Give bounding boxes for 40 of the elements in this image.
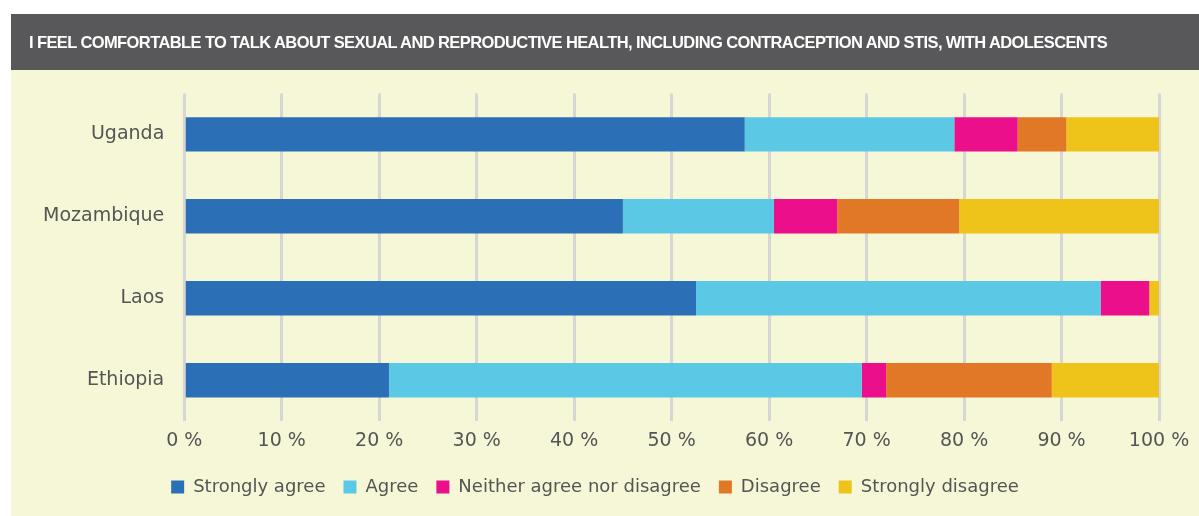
- bar: [959, 199, 1159, 234]
- bar: [1066, 117, 1159, 152]
- bar: [861, 363, 887, 398]
- bar: [1149, 281, 1159, 316]
- bar: [185, 281, 697, 316]
- x-tick-label: 100 %: [1128, 427, 1190, 450]
- y-tick-label: Uganda: [90, 121, 165, 144]
- chart-title: I FEEL COMFORTABLE TO TALK ABOUT SEXUAL AND REPRODUCTIVE HEALTH, INCLUDING CONTRACEPTION AND STIS, WITH ADOLESCENTS: [11, 14, 1199, 70]
- bar: [185, 363, 389, 398]
- bar: [837, 199, 960, 234]
- bar: [1051, 363, 1159, 398]
- x-tick-label: 0 %: [166, 427, 203, 450]
- x-tick-label: 60 %: [744, 427, 794, 450]
- bar: [622, 199, 774, 234]
- legend-label: Disagree: [740, 474, 821, 496]
- bar: [744, 117, 955, 152]
- bar: [773, 199, 838, 234]
- bar: [185, 117, 745, 152]
- x-tick-label: 70 %: [842, 427, 891, 450]
- y-tick-label: Mozambique: [42, 203, 165, 226]
- x-tick-label: 30 %: [452, 427, 501, 450]
- x-tick-label: 90 %: [1037, 427, 1086, 450]
- x-tick-label: 10 %: [257, 427, 306, 450]
- x-tick-label: 20 %: [355, 427, 404, 450]
- x-tick-label: 40 %: [550, 427, 599, 450]
- y-tick-label: Ethiopia: [86, 367, 165, 390]
- x-tick-label: 50 %: [647, 427, 696, 450]
- legend-label: Agree: [365, 474, 419, 496]
- legend-label: Neither agree nor disagree: [458, 474, 701, 496]
- bar: [185, 199, 623, 234]
- y-tick-label: Laos: [120, 285, 165, 308]
- bar: [1100, 281, 1150, 316]
- legend-label: Strongly disagree: [860, 474, 1019, 496]
- bar: [388, 363, 862, 398]
- bar: [696, 281, 1101, 316]
- x-tick-label: 80 %: [939, 427, 989, 450]
- legend-label: Strongly agree: [193, 474, 326, 496]
- bar: [1017, 117, 1067, 152]
- bar: [954, 117, 1018, 152]
- bar: [886, 363, 1052, 398]
